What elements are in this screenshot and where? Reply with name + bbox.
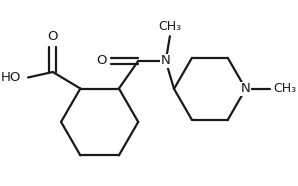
Text: CH₃: CH₃ — [158, 20, 181, 33]
Text: N: N — [161, 54, 171, 68]
Text: O: O — [48, 30, 58, 43]
Text: N: N — [241, 82, 251, 95]
Text: CH₃: CH₃ — [273, 82, 296, 95]
Text: O: O — [96, 54, 106, 68]
Text: HO: HO — [1, 71, 21, 84]
